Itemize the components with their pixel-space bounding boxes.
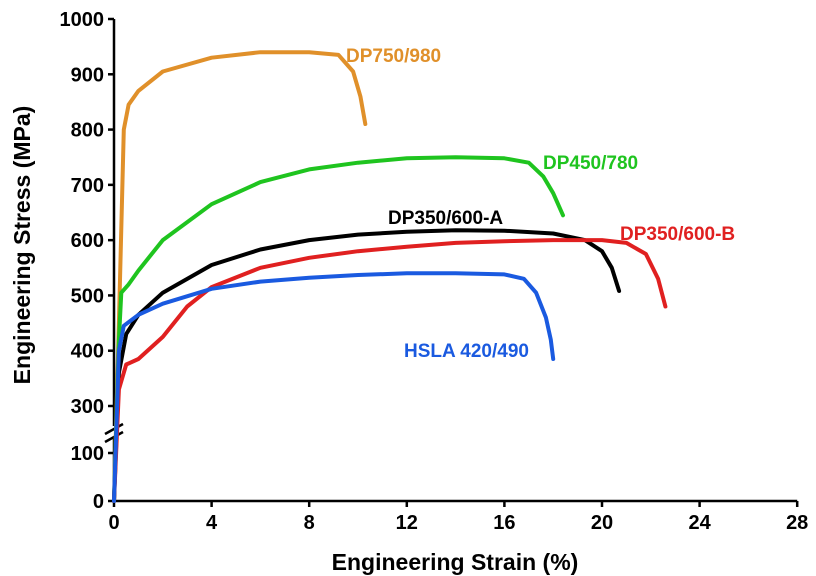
axes — [104, 19, 798, 503]
x-axis-title: Engineering Strain (%) — [332, 549, 579, 575]
y-tick-label: 400 — [71, 341, 104, 363]
series-labels: DP750/980 DP450/780 DP350/600-A DP350/600-B… — [346, 46, 735, 362]
series-line — [112, 271, 556, 503]
x-tick-label: 8 — [304, 512, 315, 534]
series-label: HSLA 420/490 — [404, 341, 529, 362]
y-axis-title: Engineering Stress (MPa) — [9, 106, 35, 385]
y-tick-label: 1000 — [60, 9, 105, 31]
series-line — [112, 238, 668, 503]
series-line — [112, 50, 368, 503]
y-tick-label: 300 — [71, 396, 104, 418]
y-tick-label: 0 — [93, 491, 104, 513]
y-tick-label: 600 — [71, 230, 104, 252]
x-tick-label: 16 — [493, 512, 515, 534]
series-label: DP750/980 — [346, 46, 441, 67]
y-tick-label: 800 — [71, 120, 104, 142]
x-tick-label: 20 — [591, 512, 613, 534]
series-label: DP450/780 — [543, 153, 638, 174]
ticks: 0 4 8 12 16 20 24 28 0 100 300 400 500 600 700 800 900 10… — [60, 9, 809, 534]
series-label: DP350/600-B — [620, 224, 735, 245]
x-tick-label: 24 — [688, 512, 711, 534]
x-tick-label: 0 — [108, 512, 119, 534]
series-curves — [112, 50, 668, 503]
y-tick-label: 700 — [71, 175, 104, 197]
y-tick-label: 100 — [71, 443, 104, 465]
series-label: DP350/600-A — [388, 208, 503, 229]
series-line — [112, 155, 565, 503]
x-tick-label: 4 — [206, 512, 218, 534]
series-line — [112, 228, 622, 503]
y-tick-label: 900 — [71, 64, 104, 86]
x-tick-label: 12 — [396, 512, 418, 534]
x-tick-label: 28 — [786, 512, 808, 534]
y-tick-label: 500 — [71, 285, 104, 307]
